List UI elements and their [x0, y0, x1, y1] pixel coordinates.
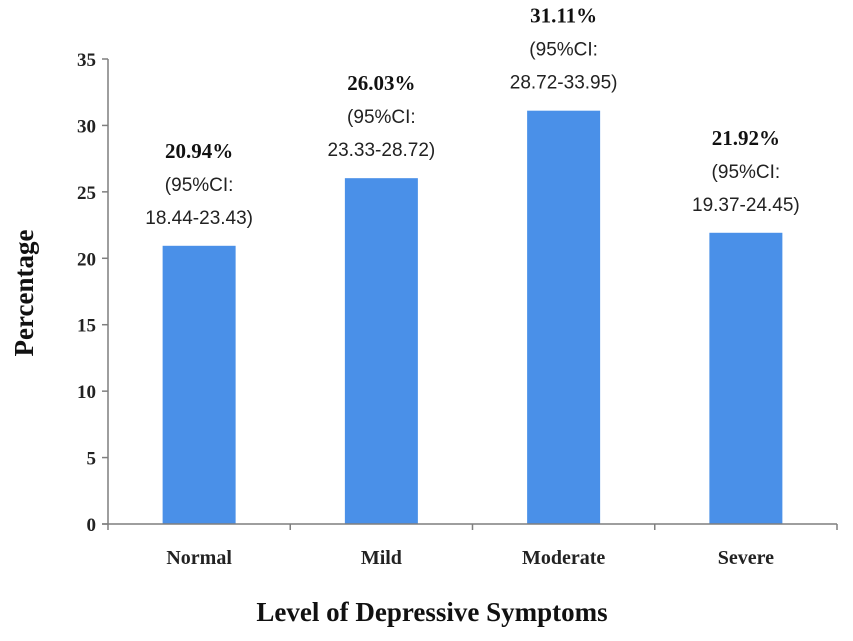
y-tick-label: 10: [77, 382, 96, 403]
data-label-ci-heading: (95%CI:: [712, 162, 781, 183]
data-label-ci-range: 18.44-23.43): [145, 208, 253, 229]
bars: [162, 110, 783, 524]
y-tick-label: 25: [77, 183, 96, 204]
y-axis-label: Percentage: [9, 230, 39, 357]
bar-mild: [344, 178, 418, 524]
bar-normal: [162, 245, 236, 524]
y-tick-label: 5: [87, 449, 97, 470]
x-tick-label: Severe: [718, 547, 774, 569]
data-label-ci-heading: (95%CI:: [165, 175, 234, 196]
data-label-ci-range: 19.37-24.45): [692, 195, 800, 216]
y-tick-label: 0: [87, 515, 97, 536]
x-tick-label: Normal: [166, 547, 232, 569]
x-axis-categories: Normal Mild Moderate Severe: [107, 524, 838, 569]
data-label-ci-heading: (95%CI:: [529, 40, 598, 61]
y-tick-label: 35: [77, 50, 96, 71]
data-labels: 20.94% (95%CI: 18.44-23.43) 26.03% (95%CI: 23…: [145, 4, 800, 229]
data-label-ci-range: 28.72-33.95): [510, 73, 618, 94]
bar-moderate: [527, 110, 601, 524]
x-tick-label: Moderate: [522, 547, 605, 569]
data-label-percent: 26.03%: [347, 71, 415, 95]
data-label-percent: 31.11%: [530, 4, 597, 28]
data-label-ci-heading: (95%CI:: [347, 107, 416, 128]
y-tick-label: 30: [77, 116, 96, 137]
bar-severe: [709, 232, 783, 524]
data-label-percent: 20.94%: [165, 139, 233, 163]
data-label-ci-range: 23.33-28.72): [328, 140, 436, 161]
y-tick-label: 15: [77, 316, 96, 337]
y-tick-label: 20: [77, 249, 96, 270]
y-axis-ticks: 0 5 10 15 20 25 30 35: [77, 50, 108, 536]
x-axis-label: Level of Depressive Symptoms: [256, 597, 607, 627]
data-label-percent: 21.92%: [712, 126, 780, 150]
x-tick-label: Mild: [361, 547, 402, 569]
